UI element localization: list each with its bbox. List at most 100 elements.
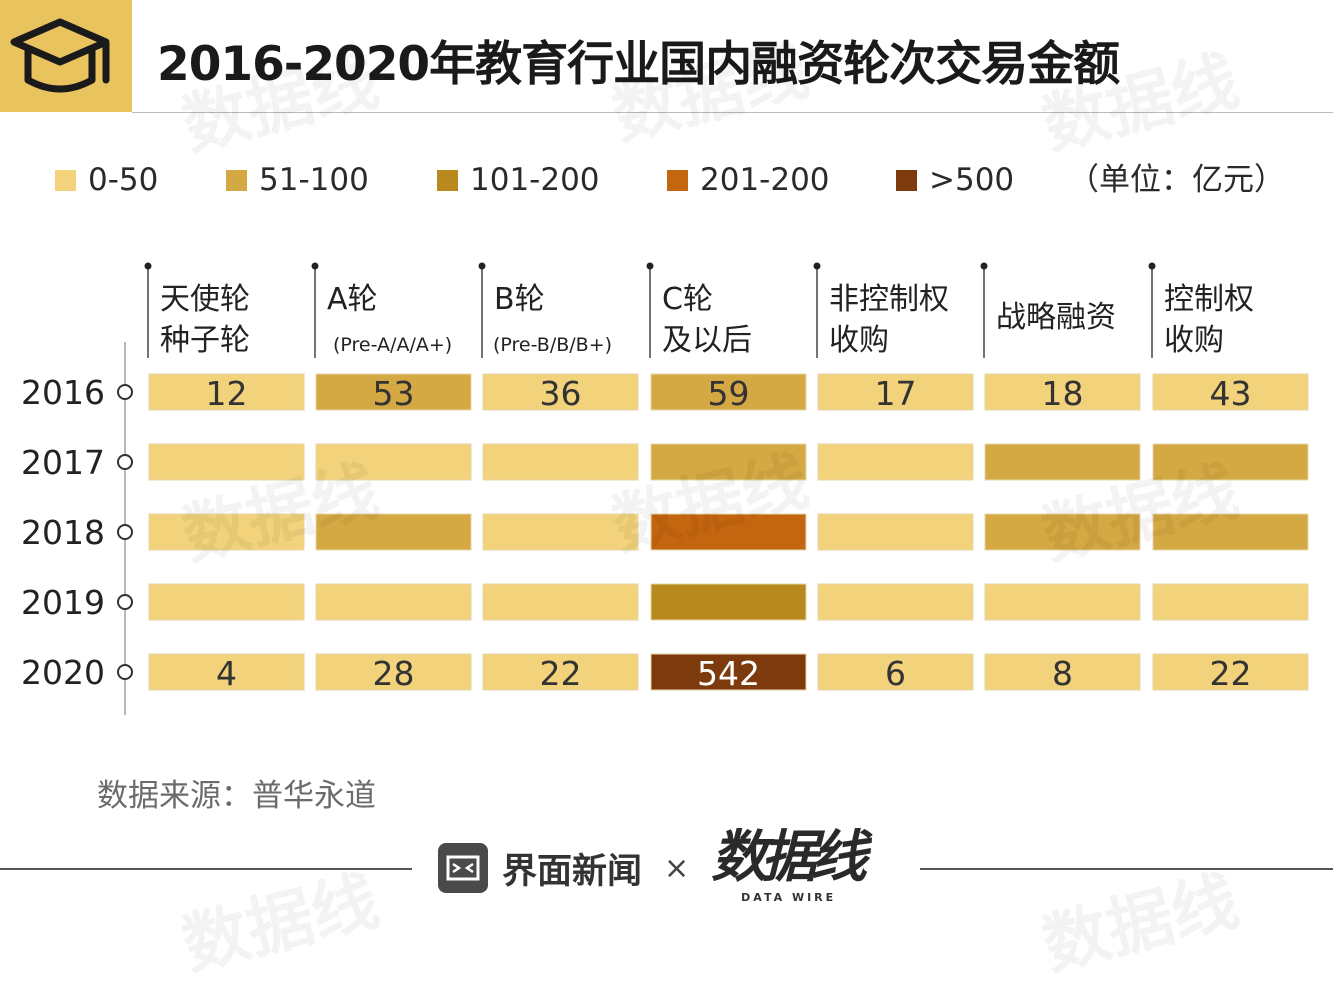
header-icon-box — [0, 0, 132, 112]
jiemian-brand: 界面新闻 — [502, 851, 643, 892]
row-marker — [117, 454, 133, 470]
heatmap-cell — [315, 373, 472, 411]
cell-value-label: 28 — [373, 654, 415, 693]
footer-logos: 界面新闻 × 数据线 DATA WIRE — [438, 825, 867, 904]
column-label-line2: 种子轮 — [160, 323, 250, 358]
cell-value-label: 542 — [697, 654, 760, 693]
footer-divider-left — [0, 868, 412, 870]
cell-value-label: 59 — [708, 374, 750, 413]
legend-swatch — [437, 169, 458, 191]
column-tick-dot — [813, 262, 821, 270]
heatmap-cell — [984, 513, 1141, 551]
column-label-line2: 收购 — [1164, 323, 1224, 358]
column-label-sub: (Pre-A/A/A+) — [333, 334, 452, 356]
heatmap-cell — [984, 373, 1141, 411]
footer-divider-right — [920, 868, 1333, 870]
column-tick-dot — [646, 262, 654, 270]
legend-label: 0-50 — [88, 162, 159, 198]
column-tick-dot — [311, 262, 319, 270]
legend-item: >500 — [896, 160, 1014, 200]
column-label-line1: B轮 — [494, 282, 545, 317]
heatmap-cell — [984, 583, 1141, 621]
source-note: 数据来源：普华永道 — [97, 778, 376, 814]
legend-swatch — [667, 169, 688, 191]
heatmap-cell — [650, 653, 807, 691]
column-tick-dot — [1148, 262, 1156, 270]
title-divider — [132, 112, 1333, 113]
heatmap-cell — [984, 443, 1141, 481]
datawire-brand: 数据线 — [711, 825, 867, 890]
heatmap-cell — [148, 443, 305, 481]
heatmap-cell — [1152, 653, 1309, 691]
heatmap-cell — [315, 513, 472, 551]
cell-value-label: 8 — [1052, 654, 1073, 693]
unit-note: （单位：亿元） — [1068, 162, 1285, 198]
heatmap-cell — [817, 583, 974, 621]
row-label: 2019 — [21, 583, 105, 622]
row-label: 2016 — [21, 373, 105, 412]
row-label: 2018 — [21, 513, 105, 552]
heatmap-cell — [315, 653, 472, 691]
heatmap-cell — [817, 513, 974, 551]
column-label-line2: 及以后 — [662, 323, 752, 358]
heatmap-cell — [817, 373, 974, 411]
column-tick-dot — [980, 262, 988, 270]
column-label-line2: 收购 — [829, 323, 889, 358]
heatmap-cell — [1152, 443, 1309, 481]
heatmap-cell — [1152, 513, 1309, 551]
heatmap-cell — [148, 373, 305, 411]
legend-swatch — [896, 169, 917, 191]
heatmap-cell — [315, 583, 472, 621]
column-tick-dot — [144, 262, 152, 270]
column-label-line1: C轮 — [662, 282, 713, 317]
cell-value-label: 22 — [540, 654, 582, 693]
heatmap-cell — [817, 443, 974, 481]
graduation-cap-icon — [10, 18, 110, 93]
heatmap-cell — [650, 583, 807, 621]
cell-value-label: 22 — [1210, 654, 1252, 693]
heatmap-cell — [1152, 373, 1309, 411]
heatmap-cell — [482, 653, 639, 691]
legend-label: 51-100 — [259, 162, 369, 198]
legend: 0-50 51-100 101-200 201-200 >500 — [0, 160, 1333, 200]
column-label-line1: 天使轮 — [160, 282, 250, 317]
datawire-logo: 数据线 DATA WIRE — [711, 823, 867, 913]
heatmap-cell — [650, 513, 807, 551]
column-label-line1: 非控制权 — [829, 282, 949, 317]
cell-value-label: 17 — [875, 374, 917, 413]
cell-value-label: 6 — [885, 654, 906, 693]
heatmap-cell — [148, 583, 305, 621]
datawire-sub: DATA WIRE — [741, 891, 837, 904]
chart-title: 2016-2020年教育行业国内融资轮次交易金额 — [157, 37, 1120, 92]
legend-swatch — [226, 169, 247, 191]
heatmap-cell — [482, 443, 639, 481]
heatmap-cell — [1152, 583, 1309, 621]
heatmap-cell — [148, 653, 305, 691]
heatmap-cell — [482, 583, 639, 621]
row-label: 2017 — [21, 443, 105, 482]
legend-item: 0-50 — [55, 160, 158, 200]
heatmap-cell — [482, 513, 639, 551]
row-marker — [117, 664, 133, 680]
cell-value-label: 12 — [206, 374, 248, 413]
row-marker — [117, 594, 133, 610]
legend-item: 101-200 — [437, 160, 600, 200]
row-marker — [117, 384, 133, 400]
cell-value-label: 53 — [373, 374, 415, 413]
heatmap-cell — [315, 443, 472, 481]
column-label-sub: (Pre-B/B/B+) — [493, 334, 612, 356]
heatmap-cell — [148, 513, 305, 551]
times-sign: × — [664, 850, 690, 886]
column-label-line1: A轮 — [327, 282, 378, 317]
column-label-line1: 战略融资 — [996, 300, 1116, 335]
heatmap-cell — [817, 653, 974, 691]
legend-item: 51-100 — [226, 160, 369, 200]
column-label-line1: 控制权 — [1164, 282, 1254, 317]
cell-value-label: 43 — [1210, 374, 1252, 413]
heatmap-cell — [650, 373, 807, 411]
heatmap-cell — [984, 653, 1141, 691]
heatmap-cell — [650, 443, 807, 481]
row-marker — [117, 524, 133, 540]
legend-label: 101-200 — [470, 162, 600, 198]
